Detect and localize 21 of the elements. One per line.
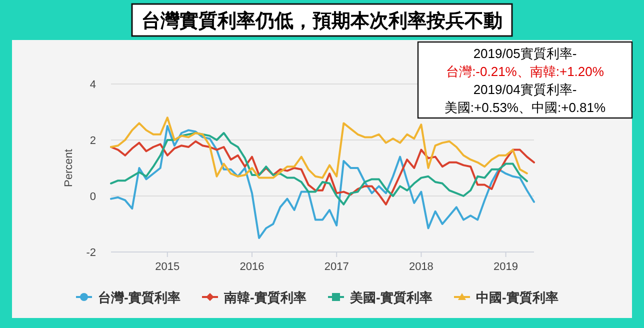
y-axis-title: Percent — [63, 149, 75, 187]
legend-label: 台灣-實質利率 — [98, 290, 180, 305]
y-tick-label: 2 — [90, 135, 96, 147]
legend-label: 南韓-實質利率 — [223, 290, 306, 305]
x-tick-label: 2019 — [494, 261, 518, 273]
line-series — [110, 125, 535, 239]
annotation: 美國:+0.53%、中國:+0.81% — [444, 100, 606, 115]
x-tick-label: 2018 — [408, 261, 434, 273]
y-tick-label: 4 — [90, 79, 96, 91]
chart-title: 台灣實質利率仍低，預期本次利率按兵不動 — [142, 10, 502, 32]
y-tick-label: -2 — [86, 247, 96, 259]
x-tick-label: 2016 — [240, 261, 264, 273]
legend-label: 中國-實質利率 — [476, 290, 558, 305]
legend-label: 美國-實質利率 — [349, 290, 432, 305]
line-series — [110, 116, 528, 179]
x-tick-label: 2017 — [324, 261, 349, 273]
annotation: 2019/04實質利率- — [473, 82, 577, 97]
x-tick-label: 2015 — [155, 261, 180, 273]
text: 2019/05實質利率- — [473, 46, 577, 61]
text: 台灣:-0.21%、南韓:+1.20% — [446, 64, 604, 79]
y-tick-label: 0 — [90, 191, 96, 203]
